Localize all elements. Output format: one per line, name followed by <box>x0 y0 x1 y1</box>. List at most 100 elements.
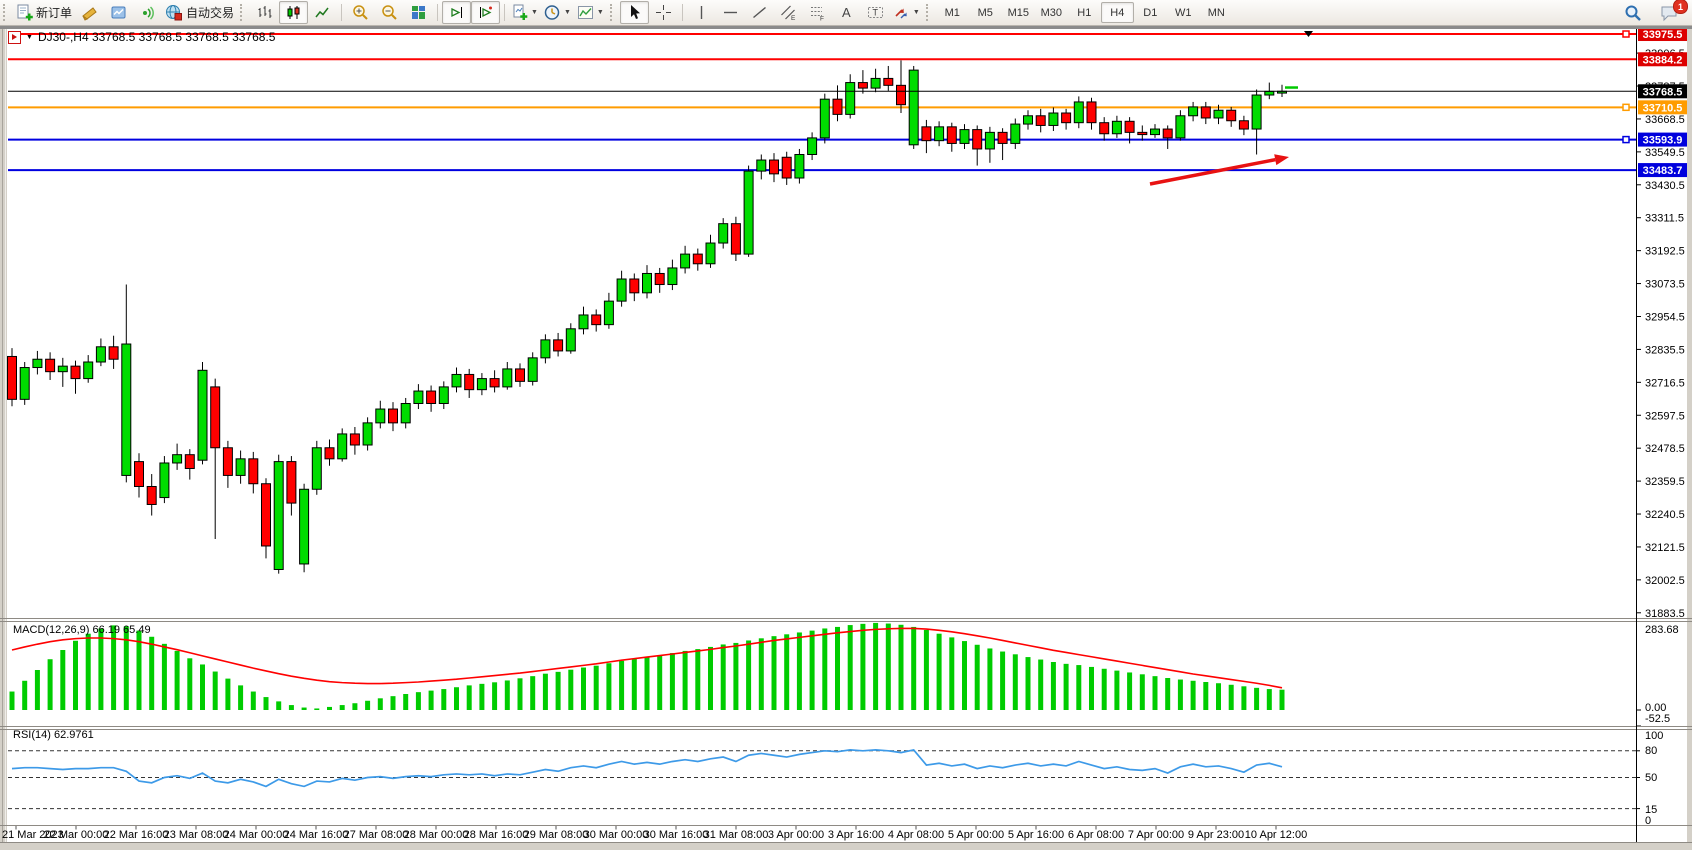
chevron-down-icon: ▼ <box>531 9 538 16</box>
timeframe-m1-button[interactable]: M1 <box>944 6 960 19</box>
annotation-arrow[interactable] <box>1149 157 1276 186</box>
macd-histogram-bar <box>288 705 294 710</box>
candle-body <box>908 69 919 146</box>
timeframe-m30-button[interactable]: M30 <box>1040 6 1062 19</box>
timeframe-mn-button[interactable]: MN <box>1207 6 1225 19</box>
time-label[interactable]: 10 Apr 12:00 <box>1245 829 1307 841</box>
candle-body <box>426 390 437 404</box>
zoom-out-button[interactable] <box>375 1 404 24</box>
macd-histogram-bar <box>1139 674 1145 710</box>
time-label[interactable]: 3 Apr 00:00 <box>768 829 824 841</box>
timeframe-m15-button[interactable]: M15 <box>1007 6 1029 19</box>
toolbar-grip[interactable] <box>609 4 616 21</box>
templates-button[interactable]: ▼ <box>574 1 607 24</box>
toolbar-grip[interactable] <box>925 4 932 21</box>
arrows-button[interactable]: ▼ <box>890 1 923 24</box>
horizontal-line-button[interactable] <box>716 1 745 24</box>
macd-histogram-bar <box>1114 670 1120 710</box>
time-label[interactable]: 23 Mar 08:00 <box>164 829 229 841</box>
time-label[interactable]: 24 Mar 00:00 <box>224 829 289 841</box>
megaphone-button[interactable] <box>75 1 104 24</box>
candle-body <box>324 447 335 460</box>
time-label[interactable]: 22 Mar 16:00 <box>104 829 169 841</box>
time-label[interactable]: 24 Mar 16:00 <box>284 829 349 841</box>
timeframe-h4-button[interactable]: H4 <box>1100 2 1134 23</box>
text-label-button[interactable]: T <box>861 1 890 24</box>
macd-scale-max-label: 283.68 <box>1645 624 1679 636</box>
time-label[interactable]: 22 Mar 00:00 <box>44 829 109 841</box>
time-label[interactable]: 5 Apr 00:00 <box>948 829 1004 841</box>
macd-histogram-bar <box>1216 683 1221 710</box>
time-label[interactable]: 30 Mar 00:00 <box>584 829 649 841</box>
vertical-line-button[interactable] <box>687 1 716 24</box>
annotation-arrow-head <box>1274 154 1289 166</box>
time-label[interactable]: 27 Mar 08:00 <box>344 829 409 841</box>
crosshair-button[interactable] <box>649 1 678 24</box>
toolbar-grip[interactable] <box>240 4 246 21</box>
line-chart-icon <box>315 7 329 18</box>
macd-histogram-bar <box>339 705 345 710</box>
time-label[interactable]: 30 Mar 16:00 <box>644 829 709 841</box>
time-label[interactable]: 31 Mar 08:00 <box>704 829 769 841</box>
line-handle[interactable] <box>1622 103 1630 112</box>
notification-badge: 1 <box>1673 0 1688 14</box>
time-label[interactable]: 29 Mar 08:00 <box>524 829 589 841</box>
chart-background[interactable] <box>7 29 1687 842</box>
zoom-out-icon <box>382 5 397 20</box>
toolbar-grip[interactable] <box>3 4 9 21</box>
bar-chart-button[interactable] <box>250 1 279 24</box>
candlestick-chart-icon <box>287 6 300 19</box>
fibonacci-button[interactable]: F <box>803 1 832 24</box>
zoom-in-button[interactable] <box>346 1 375 24</box>
macd-histogram-bar <box>276 701 282 710</box>
macd-histogram-bar <box>873 622 879 710</box>
chart-shift-button[interactable] <box>471 1 501 24</box>
macd-histogram-bar <box>250 691 256 710</box>
time-label[interactable]: 3 Apr 16:00 <box>828 829 884 841</box>
time-label[interactable]: 6 Apr 08:00 <box>1068 829 1124 841</box>
timeframe-h1-button[interactable]: H1 <box>1077 6 1092 19</box>
new-order-icon <box>17 4 33 21</box>
notifications-button[interactable]: 1 <box>1655 0 1688 24</box>
scroll-marker-icon[interactable] <box>1304 31 1313 37</box>
tile-windows-button[interactable] <box>404 1 433 24</box>
time-label[interactable]: 21 Mar 2023 <box>2 829 64 841</box>
candle-body <box>654 272 665 286</box>
autotrading-button[interactable]: 自动交易 <box>162 1 237 24</box>
charts-window-button[interactable] <box>104 1 133 24</box>
candle-body <box>946 126 957 144</box>
timeframe-d1-button[interactable]: D1 <box>1143 6 1158 19</box>
timeframe-m5-button[interactable]: M5 <box>977 6 993 19</box>
candle-body <box>794 153 805 179</box>
line-chart-button[interactable] <box>308 1 337 24</box>
timeframe-w1-button[interactable]: W1 <box>1175 6 1192 19</box>
collapse-caret-icon[interactable]: ▼ <box>26 33 33 41</box>
line-handle[interactable] <box>1622 135 1630 144</box>
time-label[interactable]: 28 Mar 00:00 <box>404 829 469 841</box>
new-chart-button[interactable]: ▼ <box>509 1 541 24</box>
time-label[interactable]: 4 Apr 08:00 <box>888 829 944 841</box>
time-label[interactable]: 28 Mar 16:00 <box>464 829 529 841</box>
time-label[interactable]: 5 Apr 16:00 <box>1008 829 1064 841</box>
cursor-button[interactable] <box>619 1 649 24</box>
search-button[interactable] <box>1618 1 1647 24</box>
macd-histogram-bar <box>619 660 625 710</box>
periods-button[interactable]: ▼ <box>541 1 574 24</box>
time-label[interactable]: 9 Apr 23:00 <box>1188 829 1244 841</box>
price-tag <box>1638 100 1687 115</box>
candlestick-chart-button[interactable] <box>279 1 309 24</box>
one-click-trading-icon[interactable] <box>8 30 21 44</box>
line-handle[interactable] <box>1622 30 1630 38</box>
candle-body <box>464 373 475 391</box>
auto-scroll-button[interactable] <box>442 1 472 24</box>
text-button[interactable]: A <box>832 1 861 24</box>
equidistant-channel-button[interactable]: E <box>774 1 803 24</box>
time-label[interactable]: 7 Apr 00:00 <box>1128 829 1184 841</box>
signals-button[interactable] <box>133 1 162 24</box>
macd-histogram-bar <box>377 698 383 710</box>
new-order-button[interactable]: 新订单 <box>13 1 75 24</box>
macd-histogram-bar <box>593 665 599 710</box>
trendline-button[interactable] <box>745 1 774 24</box>
candle-body <box>235 458 246 476</box>
